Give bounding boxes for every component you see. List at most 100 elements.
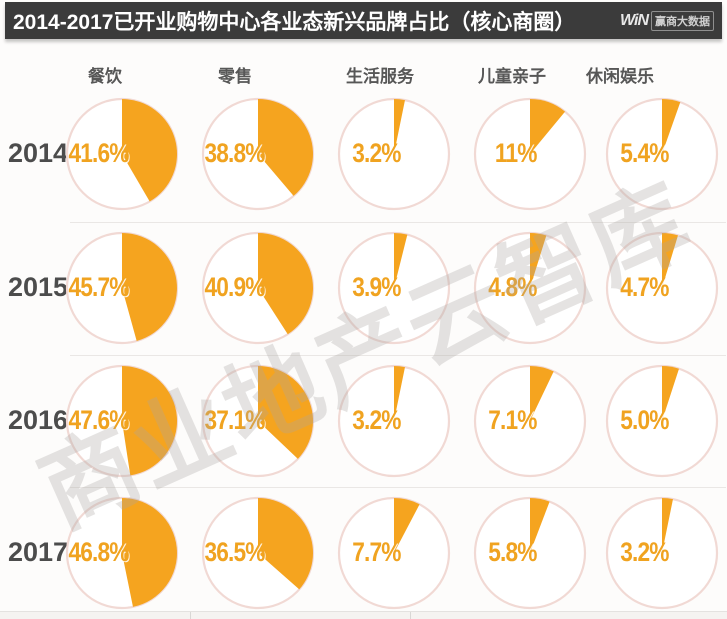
pie-svg [605, 496, 719, 610]
pie-value-label: 47.6% [68, 404, 130, 435]
pie-svg [337, 496, 451, 610]
pie-wedge [122, 498, 177, 607]
pie-value-label: 40.9% [204, 271, 266, 302]
row-divider [70, 355, 726, 356]
column-header-children: 儿童亲子 [478, 67, 546, 86]
pie-chart: 41.6% [65, 97, 179, 211]
pie-value-label: 5.0% [620, 404, 670, 435]
pie-chart: 45.7% [65, 231, 179, 345]
pie-wedge [122, 366, 178, 476]
table-gridline [190, 612, 191, 619]
pie-wedge [530, 366, 554, 421]
pie-value-label: 5.8% [488, 536, 538, 567]
pie-svg [337, 364, 451, 478]
pie-chart: 4.7% [605, 231, 719, 345]
pie-chart: 3.2% [337, 364, 451, 478]
pie-wedge [394, 366, 405, 421]
column-header-leisure: 休闲娱乐 [586, 67, 654, 86]
pie-value-label: 4.8% [488, 271, 538, 302]
pie-wedge [258, 366, 314, 459]
pie-wedge [662, 99, 681, 154]
pie-chart: 5.8% [473, 496, 587, 610]
pie-wedge [394, 99, 405, 154]
pie-wedge [662, 233, 679, 288]
pie-value-label: 3.9% [352, 271, 402, 302]
pie-chart: 3.2% [605, 496, 719, 610]
pie-chart: 5.4% [605, 97, 719, 211]
column-header-retail: 零售 [218, 67, 252, 86]
pie-svg [65, 364, 179, 478]
pie-value-label: 3.2% [352, 404, 402, 435]
pie-value-label: 7.1% [488, 404, 538, 435]
pie-value-label: 3.2% [620, 536, 670, 567]
pie-svg [201, 97, 315, 211]
row-divider [70, 222, 726, 223]
pie-wedge [258, 233, 313, 335]
pie-wedge [662, 498, 673, 553]
cropped-table-edge [0, 611, 727, 619]
pie-svg [201, 231, 315, 345]
pie-wedge [122, 99, 178, 202]
pie-svg [65, 97, 179, 211]
pie-chart: 3.9% [337, 231, 451, 345]
pie-chart: 37.1% [201, 364, 315, 478]
pie-wedge [530, 498, 550, 553]
pie-chart: 7.1% [473, 364, 587, 478]
pie-svg [473, 364, 587, 478]
pie-chart: 36.5% [201, 496, 315, 610]
pie-chart: 11% [473, 97, 587, 211]
pie-svg [473, 97, 587, 211]
pie-chart: 4.8% [473, 231, 587, 345]
column-header-life-services: 生活服务 [346, 67, 414, 86]
pie-chart: 7.7% [337, 496, 451, 610]
pie-value-label: 36.5% [204, 536, 266, 567]
pie-chart: 47.6% [65, 364, 179, 478]
year-label: 2014 [7, 138, 69, 168]
year-label: 2017 [7, 537, 69, 567]
pie-wedge [122, 233, 177, 341]
pie-svg [473, 231, 587, 345]
pie-svg [337, 231, 451, 345]
pie-svg [473, 496, 587, 610]
pie-value-label: 38.8% [204, 137, 266, 168]
page-title: 2014-2017已开业购物中心各业态新兴品牌占比（核心商圈） [13, 10, 576, 34]
pie-svg [605, 364, 719, 478]
pie-value-label: 3.2% [352, 137, 402, 168]
win-logo-icon: WiN [620, 11, 649, 29]
pie-value-label: 37.1% [204, 404, 266, 435]
pie-value-label: 4.7% [620, 271, 670, 302]
brand-name-badge: 赢商大数据 [651, 10, 714, 31]
pie-chart: 5.0% [605, 364, 719, 478]
pie-value-label: 7.7% [352, 536, 402, 567]
pie-wedge [258, 99, 313, 196]
pie-svg [65, 231, 179, 345]
pie-value-label: 41.6% [68, 137, 130, 168]
pie-value-label: 46.8% [68, 536, 130, 567]
pie-wedge [530, 233, 547, 288]
pie-wedge [530, 99, 566, 154]
pie-wedge [394, 498, 420, 553]
pie-wedge [394, 233, 408, 288]
pie-value-label: 5.4% [620, 137, 670, 168]
year-label: 2015 [7, 272, 69, 302]
pie-value-label: 45.7% [68, 271, 130, 302]
pie-svg [605, 231, 719, 345]
pie-chart: 38.8% [201, 97, 315, 211]
pie-svg [65, 496, 179, 610]
pie-value-label: 11% [495, 137, 537, 168]
pie-chart: 46.8% [65, 496, 179, 610]
table-gridline [410, 612, 411, 619]
pie-svg [337, 97, 451, 211]
pie-wedge [258, 498, 314, 590]
pie-chart: 3.2% [337, 97, 451, 211]
year-label: 2016 [7, 405, 69, 435]
title-bar: 2014-2017已开业购物中心各业态新兴品牌占比（核心商圈） WiN 赢商大数… [5, 2, 722, 39]
column-header-dining: 餐饮 [88, 67, 122, 86]
pie-chart: 40.9% [201, 231, 315, 345]
row-divider [70, 487, 726, 488]
pie-wedge [662, 366, 679, 421]
pie-svg [605, 97, 719, 211]
brand-logo: WiN 赢商大数据 [620, 10, 714, 31]
pie-svg [201, 364, 315, 478]
